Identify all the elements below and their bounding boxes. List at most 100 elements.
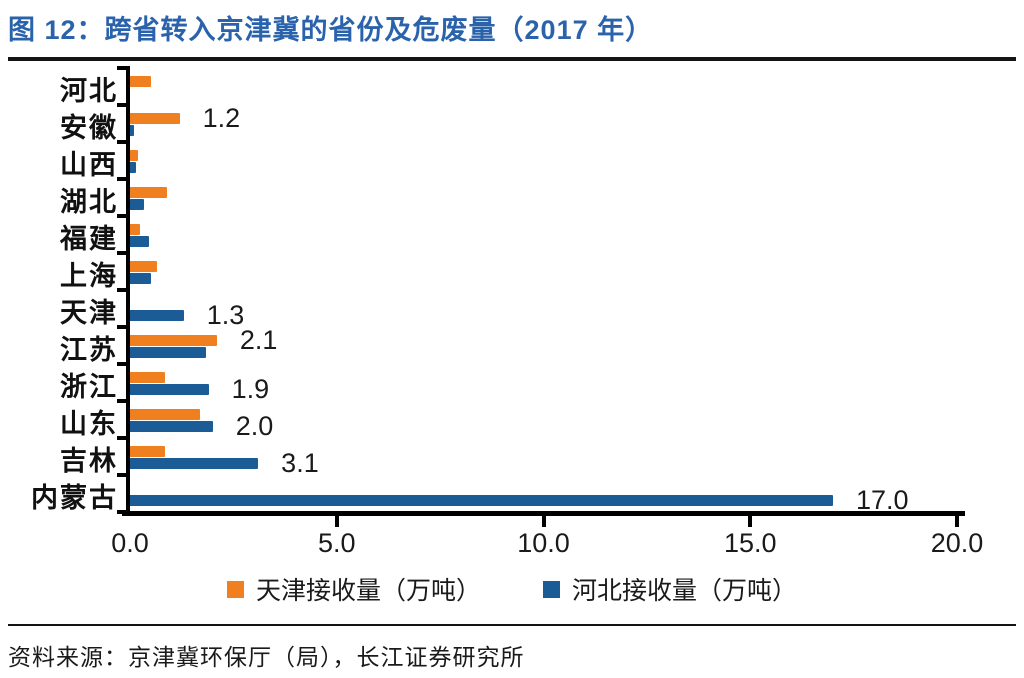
category-label: 天津 [60,297,118,328]
y-axis-tick [117,288,126,292]
title-divider-line [8,57,1016,61]
y-axis-tick [117,436,126,440]
bar-hebei [130,162,137,173]
data-label: 3.1 [281,448,319,478]
y-axis-tick [117,510,126,514]
bar-track [130,150,957,161]
bar-track [130,347,957,358]
chart-row: 山西 [60,142,957,180]
x-axis-tick-label: 15.0 [723,528,777,558]
category-label: 河北 [60,75,118,106]
bar-tianjin [130,150,139,161]
data-label: 1.2 [202,103,241,133]
bar-track [130,76,957,87]
data-label: 1.9 [231,374,270,404]
chart-row: 吉林 3.1 [60,438,957,478]
x-axis-tick [541,516,546,527]
bar-track [130,372,957,383]
bar-track: 1.9 [130,374,957,404]
y-axis-tick [117,66,126,70]
x-axis-tick [748,516,753,527]
bar-track [130,199,957,210]
legend-label: 河北接收量（万吨） [572,577,798,605]
footer-divider-line [8,624,1016,626]
bar-track [130,298,957,309]
category-label: 山东 [60,408,118,439]
chart-row: 上海 [60,253,957,291]
y-axis-tick [117,140,126,144]
bar-track [130,162,957,173]
x-axis-tick-label: 10.0 [517,528,570,558]
legend-label: 天津接收量（万吨） [255,577,481,605]
y-axis-tick [117,214,126,218]
bar-track: 17.0 [130,485,957,515]
y-axis-tick [117,473,126,477]
y-axis-tick [117,103,126,107]
bar-tianjin [130,335,217,346]
chart-row: 安徽 1.2 [60,103,957,143]
bar-track [130,224,957,235]
category-label: 吉林 [60,445,118,476]
bar-tianjin [130,446,166,457]
chart-row: 福建 [60,216,957,254]
bar-hebei [130,125,135,136]
bar-track [130,187,957,198]
chart-row: 江苏 2.1 [60,325,957,365]
bar-tianjin [130,76,151,87]
bar-track [130,483,957,494]
bar-track [130,88,957,99]
bar-track: 2.1 [130,325,957,355]
bar-track: 1.3 [130,300,957,330]
category-label: 浙江 [60,371,118,402]
data-label: 17.0 [855,485,909,515]
legend-item-hebei: 河北接收量（万吨） [543,571,797,607]
x-axis-line [122,511,965,516]
chart-row: 湖北 [60,179,957,217]
x-axis-tick-label: 5.0 [317,528,356,558]
chart-row: 天津 1.3 [60,290,957,330]
bar-hebei [130,273,151,284]
figure-title: 图 12：跨省转入京津冀的省份及危废量（2017 年） [8,15,654,45]
x-axis-tick-label: 20.0 [930,528,984,558]
bar-tianjin [130,409,201,420]
y-axis-tick [117,399,126,403]
y-axis-tick [117,251,126,255]
category-label: 山西 [60,149,118,180]
bar-tianjin [130,187,168,198]
chart-legend: 天津接收量（万吨） 河北接收量（万吨） [0,571,1024,607]
x-axis-tick [334,516,339,527]
x-axis-tick [955,516,959,527]
bar-hebei [130,495,833,506]
y-axis-tick [117,177,126,181]
bar-track [130,125,957,136]
y-axis-tick [117,362,126,366]
bar-tianjin [130,224,141,235]
bar-tianjin [130,261,157,272]
category-label: 福建 [60,223,118,254]
legend-item-tianjin: 天津接收量（万吨） [226,571,481,607]
x-axis-tick-label: 0.0 [111,528,149,558]
bar-tianjin [130,113,180,124]
bar-track [130,261,957,272]
data-label: 2.0 [235,411,274,441]
data-label: 1.3 [206,300,245,330]
bar-hebei [130,421,213,432]
bar-hebei [130,458,259,469]
bar-track [130,446,957,457]
legend-swatch-icon [226,580,244,598]
data-label: 2.1 [239,325,278,355]
bar-track [130,409,957,420]
chart-row: 山东 2.0 [60,401,957,441]
bar-track: 1.2 [130,103,957,133]
bar-track [130,273,957,284]
bar-hebei [130,236,149,247]
y-axis-tick [117,325,126,329]
bar-hebei [130,384,209,395]
category-label: 湖北 [60,186,118,217]
bar-tianjin [130,372,166,383]
bar-hebei [130,310,184,321]
chart-row: 内蒙古 17.0 [31,475,957,515]
bar-track [130,236,957,247]
category-label: 安徽 [60,112,118,143]
